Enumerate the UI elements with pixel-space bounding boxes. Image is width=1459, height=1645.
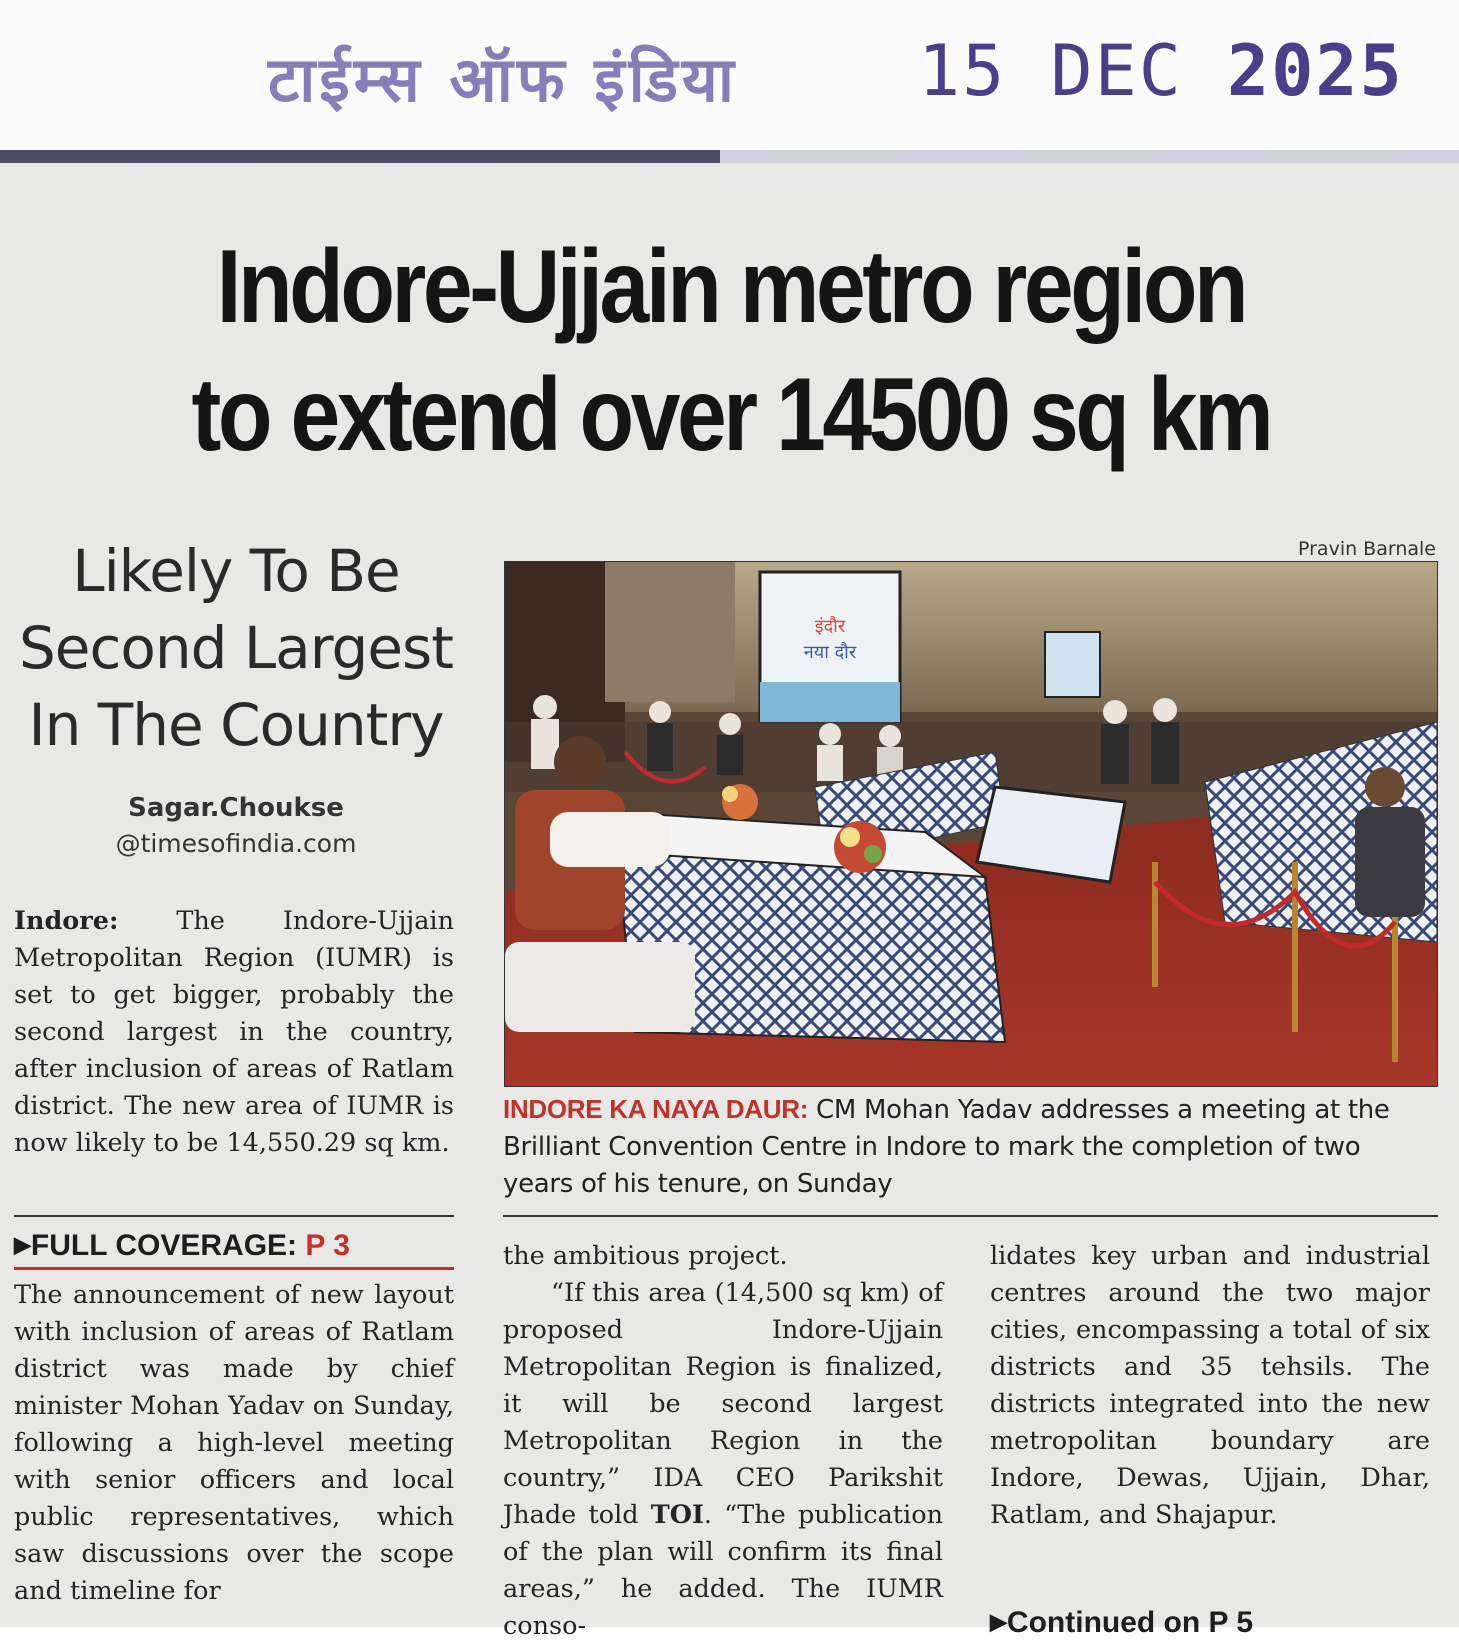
dateline: Indore: — [14, 906, 119, 936]
caption-divider — [503, 1215, 1438, 1217]
headline-line-2: to extend over 14500 sq km — [191, 357, 1274, 473]
headline-line-1: Indore-Ujjain metro region — [216, 229, 1249, 345]
stamp-day: 15 — [918, 30, 1007, 112]
stamp-month: DEC — [1050, 30, 1183, 112]
continued-label: Continued on P 5 — [1006, 1606, 1254, 1639]
speaker-head — [554, 736, 606, 788]
news-photo: इंदौर नया दौर — [504, 561, 1438, 1087]
column-2-paragraph-1: the ambitious project. — [503, 1241, 788, 1271]
subhead-line-3: In The Country — [28, 691, 444, 759]
newspaper-clipping: Indore-Ujjain metro region to extend ove… — [0, 163, 1459, 1641]
byline-name: Sagar.Choukse — [128, 793, 344, 823]
byline: Sagar.Choukse @timesofindia.com — [16, 790, 456, 862]
banner-text-1: इंदौर — [815, 615, 846, 637]
continued-ref: ▶Continued on P 5 — [990, 1602, 1430, 1643]
play-arrow-icon: ▶ — [14, 1232, 31, 1257]
stamp-strip: टाईम्स ऑफ इंडिया 15 DEC 2025 — [0, 0, 1459, 160]
photo-credit: Pravin Barnale — [1298, 538, 1436, 560]
photo-caption: INDORE KA NAYA DAUR: CM Mohan Yadav addr… — [503, 1091, 1438, 1203]
column-3-text: lidates key urban and industrial centres… — [990, 1241, 1430, 1530]
clipping-top-edge — [0, 150, 1459, 164]
caption-text: CM Mohan Yadav addresses a meeting at th… — [503, 1095, 1390, 1199]
subhead-line-1: Likely To Be — [72, 537, 400, 605]
meeting-hall-illustration: इंदौर नया दौर — [505, 562, 1437, 1086]
lead-paragraph: Indore: The Indore-Ujjain Metropolitan R… — [14, 903, 454, 1162]
quote-text-continued: . “The publication of the plan will conf… — [503, 1500, 943, 1641]
subhead-line-2: Second Largest — [18, 614, 454, 682]
column-1-text: The announcement of new layout with incl… — [14, 1280, 454, 1606]
quote-text: “If this area (14,500 sq km) of proposed… — [503, 1278, 943, 1530]
headline: Indore-Ujjain metro region to extend ove… — [30, 223, 1432, 479]
stamp-year: 2025 — [1227, 30, 1404, 112]
full-coverage-ref: ▶FULL COVERAGE: P 3 — [14, 1223, 454, 1267]
toi-mention: TOI — [650, 1500, 704, 1530]
column-2: the ambitious project. “If this area (14… — [503, 1238, 943, 1645]
byline-email: @timesofindia.com — [115, 829, 357, 858]
subheadline: Likely To Be Second Largest In The Count… — [16, 533, 456, 764]
column-2-paragraph-2: “If this area (14,500 sq km) of proposed… — [503, 1275, 943, 1645]
lead-text: The Indore-Ujjain Metropolitan Region (I… — [14, 906, 454, 1158]
newspaper-stamp-date: 15 DEC 2025 — [918, 30, 1404, 112]
barrier-rope — [1153, 880, 1397, 949]
divider — [14, 1215, 454, 1217]
full-coverage-label: FULL COVERAGE: — [30, 1229, 298, 1262]
caption-label: INDORE KA NAYA DAUR: — [503, 1094, 809, 1124]
newspaper-stamp-name: टाईम्स ऑफ इंडिया — [268, 43, 738, 116]
banner-text-2: नया दौर — [804, 641, 857, 663]
play-arrow-icon: ▶ — [990, 1609, 1007, 1634]
full-coverage-page: P 3 — [305, 1229, 350, 1262]
red-divider — [14, 1267, 454, 1270]
